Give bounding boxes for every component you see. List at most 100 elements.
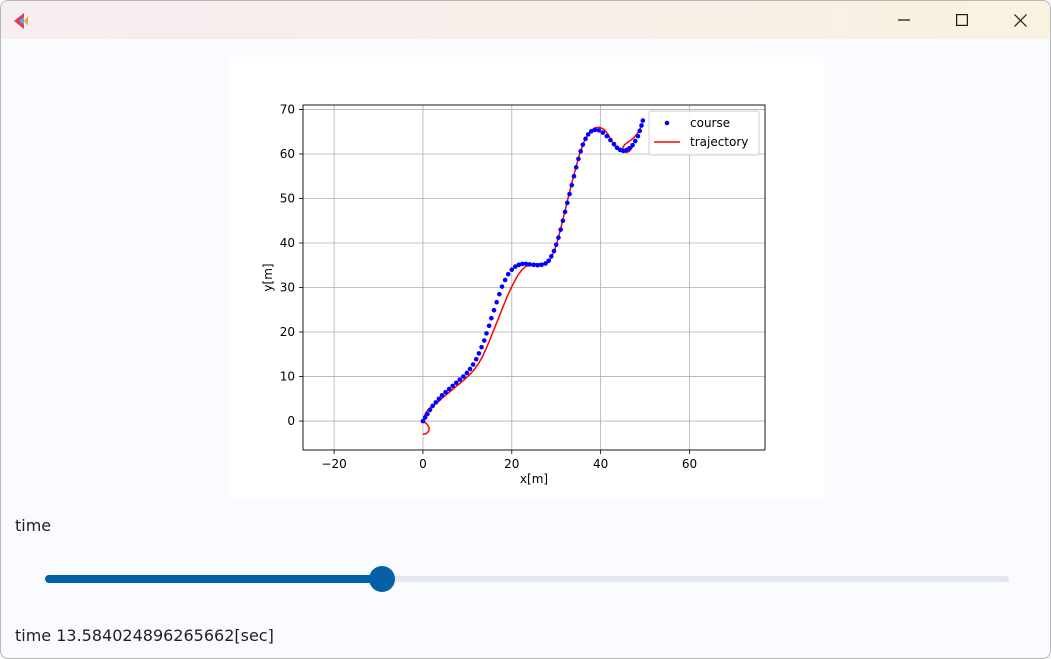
course-point [430,403,436,409]
x-tick-label: 0 [419,457,427,471]
course-point [592,127,598,133]
course-point [531,262,536,268]
minimize-button[interactable] [875,1,933,39]
course-point [627,145,632,151]
course-point [502,277,508,283]
slider-track[interactable] [45,576,1009,582]
course-point [578,148,583,154]
close-icon [1013,13,1027,27]
maximize-button[interactable] [933,1,991,39]
course-point [539,262,544,268]
course-point [422,415,428,420]
x-tick-label: 60 [682,457,697,471]
course-point [499,284,505,289]
course-point [446,386,452,392]
course-point [535,262,540,268]
legend-label: trajectory [690,135,748,149]
slider-fill [45,575,383,583]
course-point [558,227,563,232]
course-point [571,173,577,179]
course-point [600,130,606,135]
course-point [567,191,572,197]
course-point [589,128,594,134]
course-point [420,418,426,424]
course-point [497,291,502,297]
course-point [457,377,463,382]
course-point [549,254,554,259]
course-point [637,128,643,134]
y-tick-label: 70 [280,102,295,116]
course-point [573,165,579,170]
course-point [484,331,489,336]
x-tick-label: 20 [504,457,519,471]
legend-box [648,110,760,156]
course-point [509,267,515,273]
course-point [436,396,442,402]
course-point [562,209,568,215]
course-point [546,258,551,264]
course-point [505,271,511,277]
course-point [473,356,479,362]
course-point [632,138,638,144]
course-point [560,218,566,224]
trajectory-chart: −20 0 20 40 60 0 10 20 30 40 50 60 70 x[m] y[m] course t… [261,102,766,486]
time-slider-label: time [15,516,52,535]
course-point [640,118,646,123]
course-point [583,136,588,142]
course-point [486,323,492,329]
course-point [425,411,430,417]
x-tick-label: 40 [593,457,608,471]
y-tick-label: 20 [280,325,295,339]
course-point [467,366,473,372]
course-point [565,200,570,206]
course-point [494,299,499,305]
course-point [580,142,586,147]
course-point [479,344,484,350]
course-point [553,242,559,248]
course-point [527,262,532,267]
course-point [433,400,439,405]
course-point [491,307,497,313]
course-point [608,137,613,143]
time-readout: time 13.584024896265662[sec] [15,626,274,645]
course-point [516,262,522,268]
plot-figure: −20 0 20 40 60 0 10 20 30 40 50 60 70 x[m] y[m] course t… [229,57,825,499]
course-point [439,392,445,398]
time-slider[interactable] [43,561,1013,597]
course-point [453,380,459,386]
course-point [604,133,610,139]
course-point [585,132,591,137]
y-tick-label: 10 [280,370,295,384]
course-point [476,351,482,356]
x-axis-label: x[m] [520,472,548,486]
close-button[interactable] [991,1,1049,39]
plot-frame [302,104,766,451]
course-point [523,261,529,267]
legend-label: course [690,116,730,130]
y-tick-label: 40 [280,236,295,250]
legend-marker-course [664,120,670,126]
course-point [596,128,602,133]
maximize-icon [956,14,968,26]
colorful-arrow-icon [14,13,28,29]
course-point [551,248,557,254]
course-point [556,235,561,240]
course-point [461,374,466,379]
slider-thumb[interactable] [369,566,396,592]
minimize-icon [898,19,910,21]
course-point [464,370,470,376]
course-point [489,315,494,321]
course-point [450,383,456,389]
y-tick-label: 60 [280,147,295,161]
course-point [639,123,644,128]
course-point [427,407,433,413]
course-point [520,261,525,267]
title-bar [1,1,1050,39]
y-tick-label: 0 [287,414,295,428]
course-point [635,133,641,139]
course-point [569,182,575,188]
course-point [543,261,548,266]
course-point [513,264,518,269]
y-axis-label: y[m] [261,263,275,291]
